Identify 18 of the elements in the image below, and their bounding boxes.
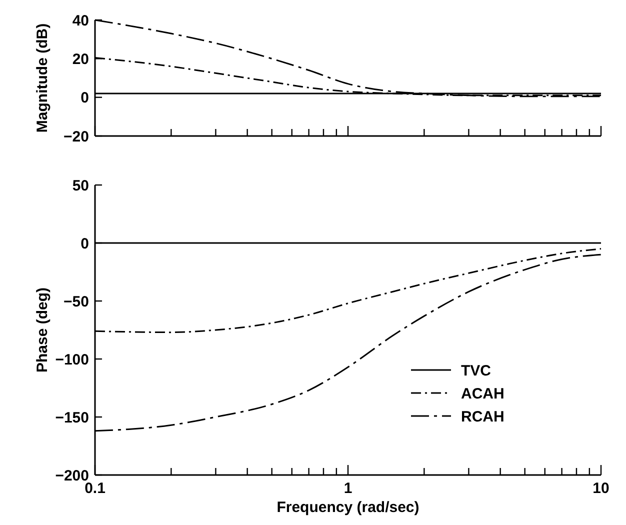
- legend-label: ACAH: [461, 385, 504, 402]
- x-axis-title: Frequency (rad/sec): [276, 499, 420, 516]
- legend-label: RCAH: [461, 408, 504, 426]
- x-tick-label: 0.1: [84, 480, 106, 497]
- y-tick-label: 40: [72, 12, 89, 30]
- y-tick-label: 50: [72, 177, 89, 194]
- y-axis-title: Magnitude (dB): [34, 23, 51, 133]
- y-axis-title: Phase (deg): [34, 287, 51, 373]
- y-tick-label: −50: [64, 293, 89, 310]
- y-tick-label: −100: [55, 351, 89, 368]
- y-tick-label: −20: [64, 128, 89, 146]
- x-tick-label: 10: [592, 480, 610, 497]
- y-tick-label: 20: [72, 50, 89, 68]
- x-tick-label: 1: [344, 480, 352, 497]
- y-tick-label: −150: [55, 409, 89, 426]
- legend-label: TVC: [461, 362, 492, 380]
- y-tick-label: 0: [80, 90, 89, 107]
- y-tick-label: 0: [80, 235, 89, 252]
